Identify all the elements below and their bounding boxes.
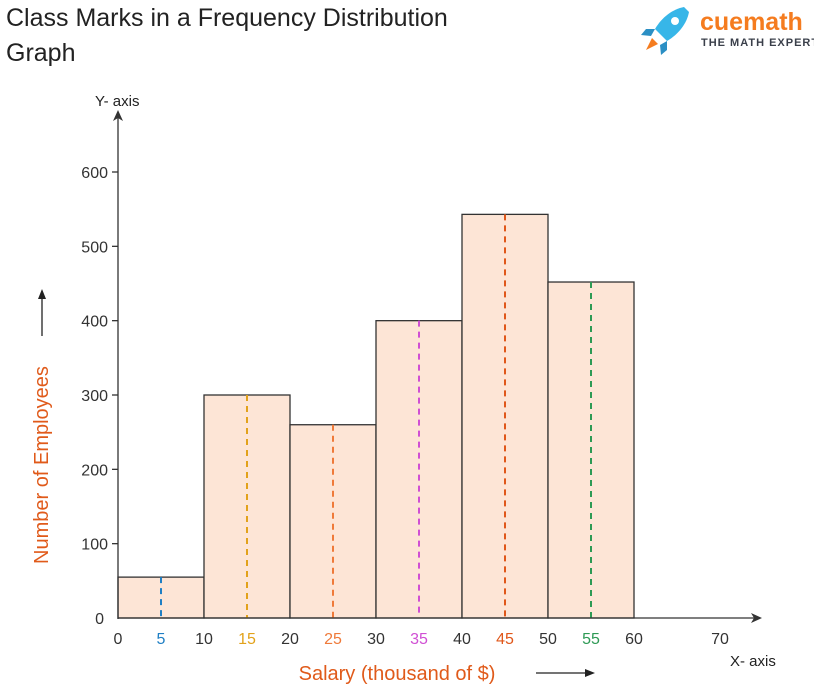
y-tick-label: 500: [81, 239, 108, 256]
class-mark-label: 35: [410, 631, 428, 648]
class-mark-label: 25: [324, 631, 342, 648]
x-tick-label: 10: [195, 631, 213, 648]
x-tick-label: 70: [711, 631, 729, 648]
bars-group: [117, 213, 635, 619]
x-tick-label: 50: [539, 631, 557, 648]
chart-title-line-2: Graph: [6, 39, 75, 67]
logo-wordmark: cuemath: [700, 8, 803, 36]
y-tick-label: 100: [81, 537, 108, 554]
x-axis-arrow-icon: [751, 613, 762, 623]
y-tick-label: 0: [95, 611, 104, 628]
y-label-arrow-icon: [38, 289, 46, 336]
class-mark-label: 55: [582, 631, 600, 648]
class-mark-label: 5: [157, 631, 166, 648]
histogram-bar-20-30: [289, 424, 377, 619]
x-tick-label: 30: [367, 631, 385, 648]
class-mark-lines: [160, 214, 592, 618]
class-mark-label: 45: [496, 631, 514, 648]
y-axis: Y- axis: [95, 93, 139, 619]
y-tick-label: 600: [81, 165, 108, 182]
x-tick-label: 20: [281, 631, 299, 648]
y-axis-label: Number of Employees: [31, 366, 53, 564]
y-tick-label: 400: [81, 314, 108, 331]
y-tick-label: 200: [81, 462, 108, 479]
x-tick-label: 60: [625, 631, 643, 648]
x-tick-label: 40: [453, 631, 471, 648]
chart-title-line-1: Class Marks in a Frequency Distribution: [6, 4, 448, 32]
x-tick-label: 0: [114, 631, 123, 648]
logo-tagline: THE MATH EXPERT: [701, 37, 814, 49]
x-tick-group: 0 10 20 30 40 50 60 70 5 15 25 35 45 55: [114, 631, 729, 648]
x-label-arrow-icon: [536, 669, 595, 677]
x-axis: X- axis: [118, 613, 776, 670]
cuemath-logo: cuemath THE MATH EXPERT: [641, 7, 814, 55]
y-axis-arrow-icon: [113, 110, 123, 121]
class-mark-label: 15: [238, 631, 256, 648]
y-axis-name: Y- axis: [95, 93, 139, 110]
x-axis-label: Salary (thousand of $): [299, 663, 496, 685]
rocket-icon: [641, 7, 689, 55]
x-axis-name: X- axis: [730, 653, 776, 670]
y-tick-group: 0 100 200 300 400 500 600: [81, 165, 118, 628]
y-tick-label: 300: [81, 388, 108, 405]
